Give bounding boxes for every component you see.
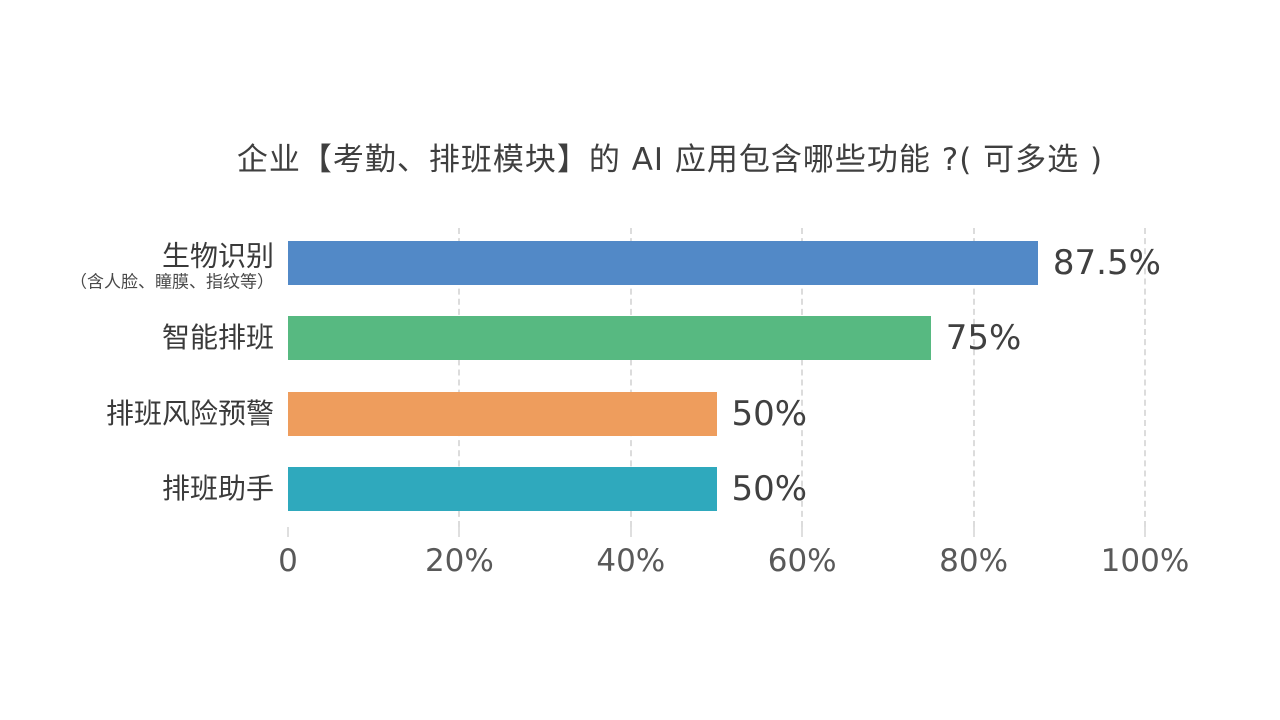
gridline-20 xyxy=(458,228,461,527)
category-label-text: 生物识别 xyxy=(161,239,274,273)
category-label-2: 智能排班 xyxy=(161,320,274,354)
x-axis-label-100: 100% xyxy=(1100,543,1190,579)
axis-tick-100 xyxy=(1144,527,1146,537)
bar-3 xyxy=(288,392,717,436)
x-axis-label-60: 60% xyxy=(767,543,837,579)
category-label-text: 智能排班 xyxy=(161,320,274,354)
x-axis-label-20: 20% xyxy=(424,543,494,579)
gridline-80 xyxy=(972,228,975,527)
gridline-40 xyxy=(629,228,632,527)
axis-tick-0 xyxy=(287,527,289,537)
axis-tick-60 xyxy=(801,527,803,537)
chart-title: 企业【考勤、排班模块】的 AI 应用包含哪些功能 ?( 可多选 ) xyxy=(236,142,1104,178)
x-axis-label-80: 80% xyxy=(939,543,1009,579)
bar-1 xyxy=(288,241,1038,285)
value-label-4: 50% xyxy=(731,469,808,509)
bar-4 xyxy=(288,467,717,511)
axis-tick-40 xyxy=(630,527,632,537)
category-label-4: 排班助手 xyxy=(161,471,274,505)
plot-area: 0 20% 40% 60% 80% 100% 87.5% 生物识别 （含人脸、瞳膜、指纹等） 75… xyxy=(70,225,1189,579)
gridline-60 xyxy=(801,228,804,527)
category-label-3: 排班风险预警 xyxy=(105,396,274,430)
value-label-1: 87.5% xyxy=(1052,243,1161,283)
bar-2 xyxy=(288,316,931,360)
category-label-1: 生物识别 （含人脸、瞳膜、指纹等） xyxy=(70,239,274,294)
category-label-text: 排班助手 xyxy=(161,471,274,505)
x-axis-label-40: 40% xyxy=(596,543,666,579)
category-label-text: 排班风险预警 xyxy=(105,396,274,430)
x-axis-label-0: 0 xyxy=(278,543,298,579)
gridline-100 xyxy=(1144,228,1146,527)
axis-tick-20 xyxy=(458,527,460,537)
value-label-2: 75% xyxy=(945,318,1022,358)
category-sublabel-text: （含人脸、瞳膜、指纹等） xyxy=(70,272,274,293)
value-label-3: 50% xyxy=(731,394,808,434)
axis-tick-80 xyxy=(973,527,975,537)
